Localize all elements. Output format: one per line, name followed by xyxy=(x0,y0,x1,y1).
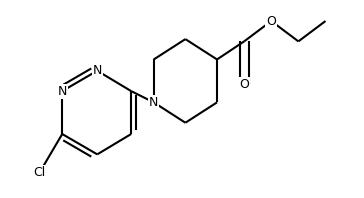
Text: N: N xyxy=(92,64,102,77)
Text: O: O xyxy=(239,78,249,91)
Text: N: N xyxy=(149,96,158,109)
Text: Cl: Cl xyxy=(33,166,46,179)
Text: O: O xyxy=(266,14,276,28)
Text: N: N xyxy=(58,85,67,98)
